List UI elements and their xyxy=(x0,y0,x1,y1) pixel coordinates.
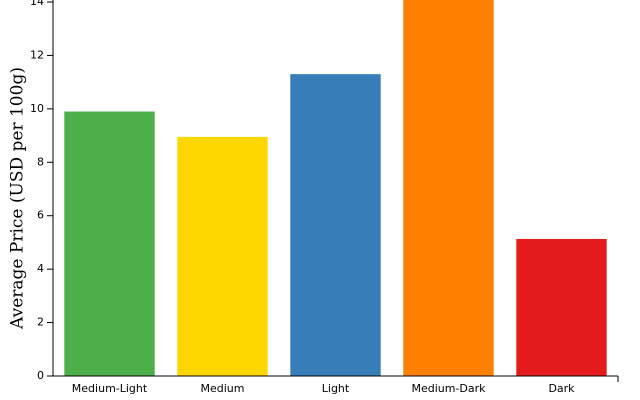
y-tick-label: 12 xyxy=(30,48,44,61)
bar xyxy=(177,136,268,376)
x-tick-label: Light xyxy=(322,382,350,395)
x-tick-label: Medium-Light xyxy=(72,382,148,395)
y-tick-label: 6 xyxy=(37,209,44,222)
x-tick-label: Medium-Dark xyxy=(411,382,486,395)
bar xyxy=(516,238,607,376)
bar xyxy=(403,0,494,376)
y-tick-label: 8 xyxy=(37,155,44,168)
y-tick-label: 14 xyxy=(30,0,44,8)
x-tick-label: Medium xyxy=(201,382,245,395)
y-axis-label: Average Price (USD per 100g) xyxy=(8,67,28,330)
bar xyxy=(290,74,381,376)
y-tick-label: 2 xyxy=(37,316,44,329)
bars xyxy=(64,0,607,376)
bar xyxy=(64,111,155,376)
y-tick-label: 10 xyxy=(30,102,44,115)
y-tick-label: 4 xyxy=(37,262,44,275)
x-tick-label: Dark xyxy=(548,382,575,395)
y-tick-label: 0 xyxy=(37,369,44,382)
